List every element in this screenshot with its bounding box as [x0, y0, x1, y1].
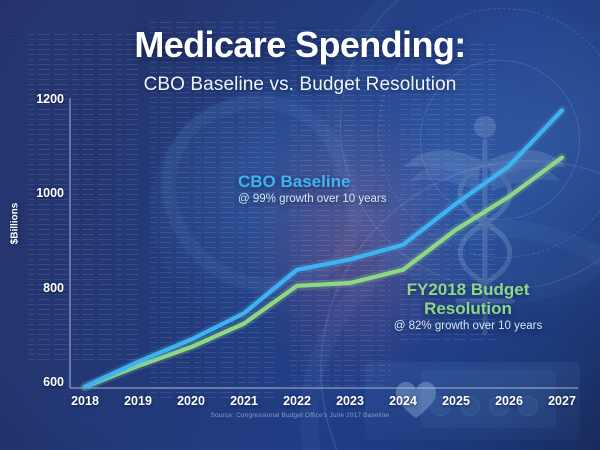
annotation-budget-label: FY2018 Budget Resolution [378, 280, 558, 318]
x-axis-tick: 2019 [124, 394, 152, 408]
y-axis-tick: 600 [43, 375, 64, 389]
y-axis-tick: 800 [43, 280, 64, 295]
y-axis-title: $Billions [9, 202, 21, 245]
x-axis-tick: 2021 [230, 394, 258, 408]
x-axis-tick: 2026 [495, 394, 523, 408]
annotation-budget-resolution: FY2018 Budget Resolution @ 82% growth ov… [378, 280, 558, 332]
annotation-budget-sublabel: @ 82% growth over 10 years [393, 320, 543, 333]
annotation-cbo-label: CBO Baseline [238, 172, 351, 191]
source-note: Source: Congressional Budget Office's Ju… [210, 412, 390, 419]
chart-axes [69, 98, 578, 389]
x-axis-tick: 2025 [442, 394, 470, 408]
series-cbo-baseline [80, 105, 567, 392]
page-title: Medicare Spending: [134, 24, 466, 65]
y-axis-tick: 1200 [36, 92, 64, 106]
page-subtitle: CBO Baseline vs. Budget Resolution [143, 74, 457, 95]
annotation-budget-label-line2: Resolution [424, 299, 512, 319]
x-axis-tick: 2018 [71, 394, 99, 408]
series-fy2018-budget-resolution [80, 153, 567, 392]
x-axis-tick: 2023 [336, 394, 364, 408]
x-axis-tick: 2027 [548, 394, 576, 408]
x-axis-tick: 2020 [177, 394, 205, 408]
y-axis-tick: 1000 [36, 186, 64, 201]
annotation-budget-label-line1: FY2018 Budget [406, 280, 530, 299]
annotation-cbo-sublabel: @ 99% growth over 10 years [238, 193, 387, 206]
x-axis-tick: 2022 [283, 394, 311, 408]
x-axis-tick: 2024 [389, 394, 417, 408]
annotation-cbo-baseline: CBO Baseline @ 99% growth over 10 years [238, 172, 386, 205]
